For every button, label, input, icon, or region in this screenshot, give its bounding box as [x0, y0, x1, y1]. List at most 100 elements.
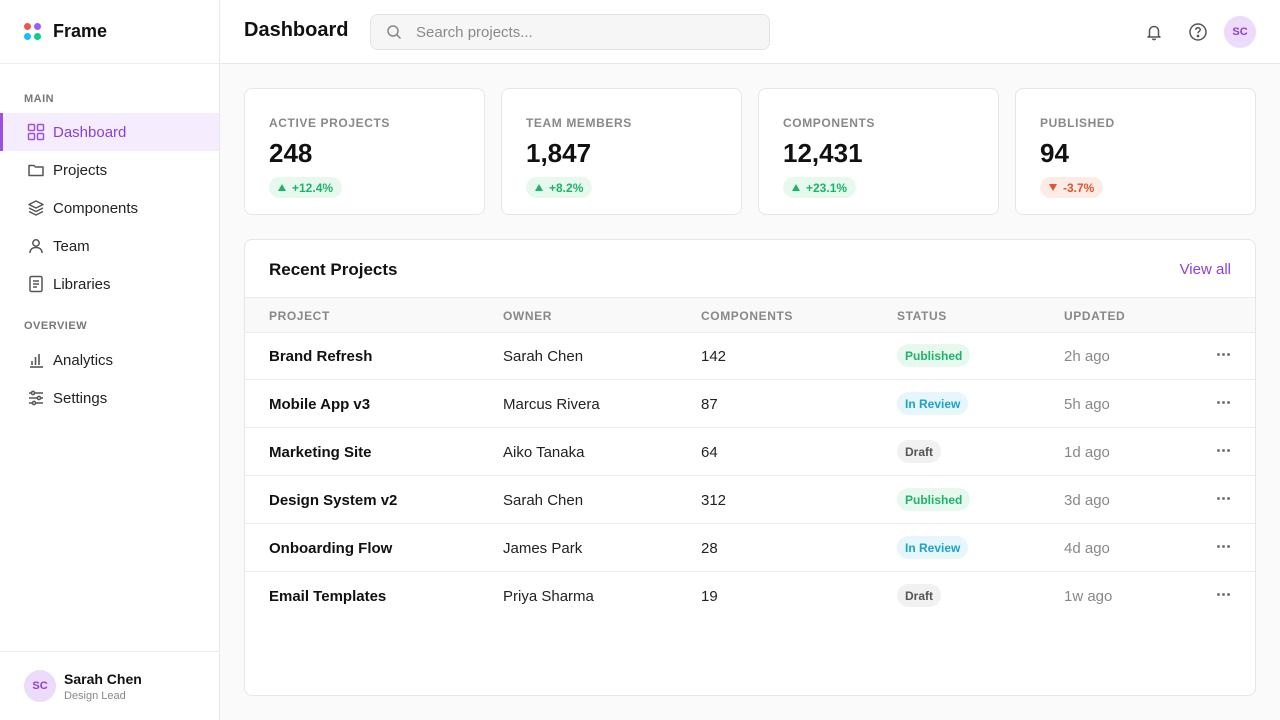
layers-icon [26, 198, 46, 218]
component-count: 19 [701, 588, 718, 605]
page-title: Dashboard [244, 19, 349, 41]
sidebar-item-settings[interactable]: Settings [0, 379, 219, 417]
column-header-project[interactable]: PROJECT [269, 309, 330, 323]
sidebar-item-label: Projects [53, 161, 108, 179]
header-avatar[interactable]: SC [1224, 16, 1256, 48]
project-owner: James Park [503, 540, 583, 557]
project-name: Onboarding Flow [269, 540, 393, 557]
column-header-status[interactable]: STATUS [897, 309, 947, 323]
more-options-icon[interactable] [1215, 346, 1231, 362]
table-row[interactable]: Marketing Site Aiko Tanaka 64 Draft 1d a… [245, 428, 1255, 476]
stat-delta: -3.7% [1063, 180, 1095, 195]
status-badge: Published [897, 344, 971, 367]
stat-card-team-members[interactable]: TEAM MEMBERS 1,847 +8.2% [501, 88, 742, 215]
trend-up-icon [535, 184, 543, 191]
sidebar-item-dashboard[interactable]: Dashboard [0, 113, 219, 151]
column-header-updated[interactable]: UPDATED [1064, 309, 1126, 323]
updated-time: 1d ago [1064, 444, 1110, 461]
table-row[interactable]: Mobile App v3 Marcus Rivera 87 In Review… [245, 380, 1255, 428]
help-icon[interactable] [1186, 20, 1210, 44]
component-count: 28 [701, 540, 718, 557]
sidebar-item-projects[interactable]: Projects [0, 151, 219, 189]
stat-value: 248 [269, 138, 313, 168]
trend-down-icon [1049, 184, 1057, 191]
column-header-owner[interactable]: OWNER [503, 309, 552, 323]
sidebar: Frame MAIN Dashboard Projects Components [0, 0, 220, 720]
more-options-icon[interactable] [1215, 586, 1231, 602]
more-options-icon[interactable] [1215, 490, 1231, 506]
updated-time: 1w ago [1064, 588, 1113, 605]
stat-delta: +8.2% [549, 180, 584, 195]
table-row[interactable]: Design System v2 Sarah Chen 312 Publishe… [245, 476, 1255, 524]
user-profile[interactable]: SC Sarah Chen Design Lead [0, 651, 219, 720]
project-owner: Sarah Chen [503, 492, 584, 509]
project-name: Mobile App v3 [269, 396, 371, 413]
stat-delta: +23.1% [806, 180, 848, 195]
component-count: 142 [701, 348, 727, 365]
column-header-components[interactable]: COMPONENTS [701, 309, 794, 323]
stat-card-components[interactable]: COMPONENTS 12,431 +23.1% [758, 88, 999, 215]
search-box[interactable] [370, 14, 770, 50]
search-input[interactable] [416, 23, 746, 41]
stat-delta: +12.4% [292, 180, 334, 195]
folder-icon [26, 160, 46, 180]
user-icon [26, 236, 46, 256]
table-row[interactable]: Email Templates Priya Sharma 19 Draft 1w… [245, 572, 1255, 620]
sliders-icon [26, 388, 46, 408]
sidebar-item-label: Analytics [53, 351, 114, 369]
trend-up-icon [792, 184, 800, 191]
status-badge: In Review [897, 536, 969, 559]
more-options-icon[interactable] [1215, 394, 1231, 410]
status-badge: In Review [897, 392, 969, 415]
sidebar-item-analytics[interactable]: Analytics [0, 341, 219, 379]
table-row[interactable]: Onboarding Flow James Park 28 In Review … [245, 524, 1255, 572]
bell-icon[interactable] [1142, 20, 1166, 44]
sidebar-item-components[interactable]: Components [0, 189, 219, 227]
stat-delta-badge: +23.1% [783, 177, 857, 198]
user-role: Design Lead [64, 689, 126, 702]
table-row[interactable]: Brand Refresh Sarah Chen 142 Published 2… [245, 332, 1255, 380]
stat-label: TEAM MEMBERS [526, 116, 632, 130]
document-icon [26, 274, 46, 294]
project-name: Email Templates [269, 588, 387, 605]
grid-icon [26, 122, 46, 142]
stat-label: COMPONENTS [783, 116, 876, 130]
brand[interactable]: Frame [0, 0, 219, 64]
stat-delta-badge: +8.2% [526, 177, 593, 198]
trend-up-icon [278, 184, 286, 191]
updated-time: 5h ago [1064, 396, 1110, 413]
sidebar-item-team[interactable]: Team [0, 227, 219, 265]
stat-card-published[interactable]: PUBLISHED 94 -3.7% [1015, 88, 1256, 215]
updated-time: 3d ago [1064, 492, 1110, 509]
component-count: 64 [701, 444, 718, 461]
panel-title: Recent Projects [269, 260, 398, 279]
recent-projects-panel: Recent Projects View all PROJECT OWNER C… [244, 239, 1256, 696]
top-header: Dashboard SC [220, 0, 1280, 64]
stat-card-active-projects[interactable]: ACTIVE PROJECTS 248 +12.4% [244, 88, 485, 215]
view-all-link[interactable]: View all [1179, 261, 1231, 278]
avatar: SC [24, 670, 56, 702]
sidebar-item-label: Components [53, 199, 139, 217]
stat-value: 1,847 [526, 138, 592, 168]
sidebar-item-libraries[interactable]: Libraries [0, 265, 219, 303]
app-name: Frame [53, 21, 108, 41]
sidebar-item-label: Team [53, 237, 90, 255]
project-name: Design System v2 [269, 492, 398, 509]
status-badge: Draft [897, 584, 942, 607]
project-name: Brand Refresh [269, 348, 373, 365]
stat-delta-badge: -3.7% [1040, 177, 1104, 198]
stat-value: 12,431 [783, 138, 863, 168]
stat-value: 94 [1040, 138, 1069, 168]
project-owner: Sarah Chen [503, 348, 584, 365]
project-owner: Aiko Tanaka [503, 444, 585, 461]
more-options-icon[interactable] [1215, 442, 1231, 458]
component-count: 87 [701, 396, 718, 413]
more-options-icon[interactable] [1215, 538, 1231, 554]
search-icon [386, 24, 402, 40]
stat-label: ACTIVE PROJECTS [269, 116, 391, 130]
updated-time: 2h ago [1064, 348, 1110, 365]
component-count: 312 [701, 492, 727, 509]
status-badge: Published [897, 488, 971, 511]
table-header: PROJECT OWNER COMPONENTS STATUS UPDATED [245, 297, 1255, 333]
status-badge: Draft [897, 440, 942, 463]
